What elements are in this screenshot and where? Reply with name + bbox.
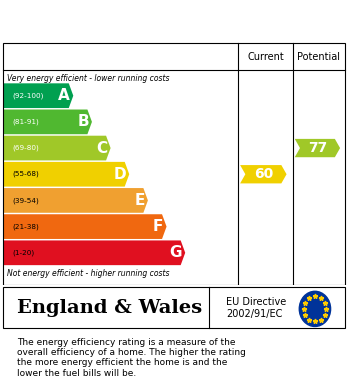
Text: (92-100): (92-100) bbox=[12, 92, 44, 99]
Polygon shape bbox=[3, 162, 129, 187]
Text: EU Directive
2002/91/EC: EU Directive 2002/91/EC bbox=[226, 297, 286, 319]
Circle shape bbox=[299, 291, 331, 326]
Polygon shape bbox=[3, 136, 111, 160]
Polygon shape bbox=[240, 165, 286, 183]
Text: Very energy efficient - lower running costs: Very energy efficient - lower running co… bbox=[7, 74, 169, 83]
Text: 60: 60 bbox=[254, 167, 273, 181]
Text: (21-38): (21-38) bbox=[12, 223, 39, 230]
Text: (1-20): (1-20) bbox=[12, 249, 34, 256]
Polygon shape bbox=[295, 139, 340, 157]
Text: The energy efficiency rating is a measure of the
overall efficiency of a home. T: The energy efficiency rating is a measur… bbox=[17, 338, 246, 378]
Text: D: D bbox=[113, 167, 126, 182]
Text: Current: Current bbox=[247, 52, 284, 62]
Text: A: A bbox=[58, 88, 70, 103]
Text: Energy Efficiency Rating: Energy Efficiency Rating bbox=[50, 11, 298, 30]
Polygon shape bbox=[3, 240, 185, 265]
Polygon shape bbox=[3, 214, 167, 239]
Text: Not energy efficient - higher running costs: Not energy efficient - higher running co… bbox=[7, 269, 169, 278]
Polygon shape bbox=[3, 109, 92, 134]
Text: (69-80): (69-80) bbox=[12, 145, 39, 151]
Text: E: E bbox=[134, 193, 145, 208]
Polygon shape bbox=[3, 83, 73, 108]
Text: (55-68): (55-68) bbox=[12, 171, 39, 178]
Polygon shape bbox=[3, 188, 148, 213]
Text: 77: 77 bbox=[308, 141, 327, 155]
Text: C: C bbox=[96, 140, 108, 156]
Text: (81-91): (81-91) bbox=[12, 118, 39, 125]
Text: F: F bbox=[153, 219, 164, 234]
Text: B: B bbox=[77, 115, 89, 129]
Text: (39-54): (39-54) bbox=[12, 197, 39, 204]
Text: England & Wales: England & Wales bbox=[17, 299, 203, 317]
Text: Potential: Potential bbox=[297, 52, 340, 62]
Text: G: G bbox=[169, 245, 182, 260]
